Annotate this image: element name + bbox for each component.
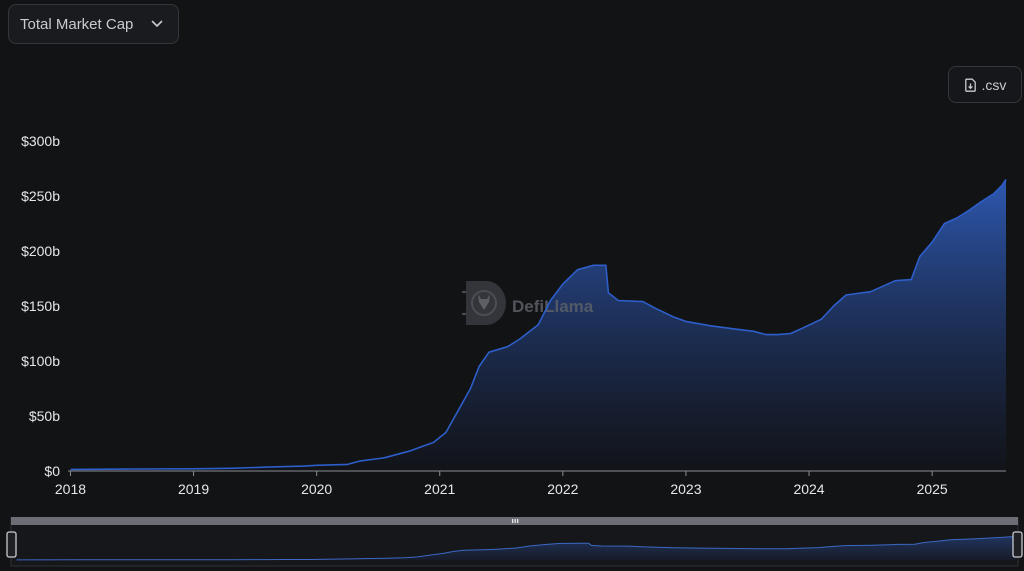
y-tick-label: $100b: [21, 353, 60, 369]
grip-icon: [512, 519, 519, 523]
y-tick-label: $50b: [29, 408, 60, 424]
download-csv-label: .csv: [981, 76, 1007, 93]
llama-logo-icon: [462, 281, 506, 325]
y-tick-label: $0: [44, 463, 60, 479]
download-csv-button[interactable]: .csv: [948, 66, 1022, 103]
file-download-icon: [964, 78, 977, 92]
x-axis: 2018 2019 2020 2021 2022 2023 2024 2025: [55, 471, 948, 497]
x-tick-label: 2025: [917, 481, 948, 497]
y-axis: $0 $50b $100b $150b $200b $250b $300b: [21, 133, 60, 479]
defillama-watermark: DefiLlama: [462, 281, 594, 325]
x-tick-label: 2019: [178, 481, 209, 497]
x-tick-label: 2023: [670, 481, 701, 497]
range-slider-preview-line: [16, 535, 1017, 561]
x-tick-label: 2021: [424, 481, 455, 497]
market-cap-line: [70, 179, 1007, 471]
x-tick-label: 2018: [55, 481, 86, 497]
watermark-text: DefiLlama: [512, 297, 594, 316]
x-tick-label: 2024: [793, 481, 824, 497]
metric-select-dropdown[interactable]: Total Market Cap: [8, 4, 179, 44]
y-tick-label: $150b: [21, 298, 60, 314]
metric-select-label: Total Market Cap: [20, 15, 134, 33]
chevron-down-icon: [150, 17, 164, 31]
y-tick-label: $300b: [21, 133, 60, 149]
range-slider-left-handle[interactable]: [6, 531, 17, 558]
range-slider[interactable]: [6, 517, 1023, 567]
x-tick-label: 2022: [547, 481, 578, 497]
x-tick-label: 2020: [301, 481, 332, 497]
y-tick-label: $250b: [21, 188, 60, 204]
y-tick-label: $200b: [21, 243, 60, 259]
range-slider-right-handle[interactable]: [1012, 531, 1023, 558]
